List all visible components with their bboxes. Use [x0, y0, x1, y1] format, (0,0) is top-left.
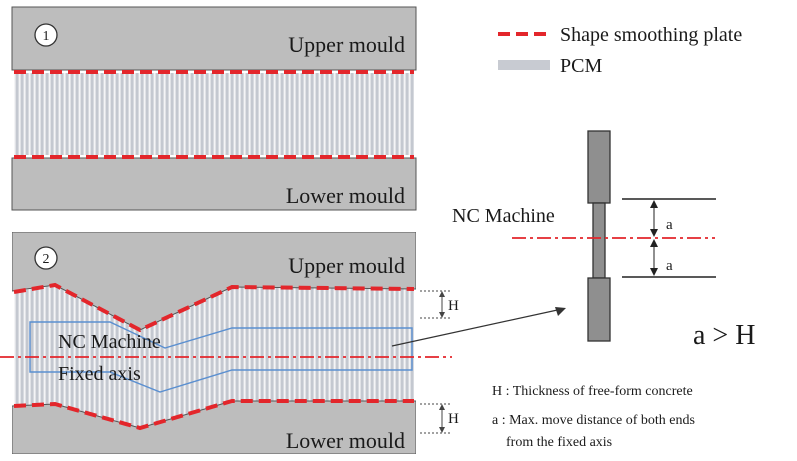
a-label-bottom: a [666, 258, 673, 274]
h-label-bottom: H [448, 411, 459, 427]
upper-mould-label-1: Upper mould [288, 32, 405, 57]
upper-mould-1 [11, 6, 417, 71]
smoothing-plate-upper-2 [13, 282, 415, 333]
step-badge-2 [34, 246, 58, 270]
note-line-3: from the fixed axis [506, 435, 612, 450]
step-number-1: 1 [43, 29, 50, 44]
pointer-arrow [391, 308, 563, 347]
machine-lower-block [587, 277, 611, 342]
notes: H : Thickness of free-form concrete a : … [492, 384, 695, 450]
legend-plate-label: Shape smoothing plate [560, 24, 742, 46]
fixed-axis-label: Fixed axis [58, 363, 141, 385]
nc-machine-frame [29, 321, 413, 393]
lower-mould-label-1: Lower mould [286, 183, 405, 208]
a-dimension-top [650, 200, 658, 237]
h-label-top: H [448, 298, 459, 314]
a-label-top: a [666, 217, 673, 233]
panel-2: 2 Upper mould Lower mould NC Machine Fix… [0, 232, 566, 454]
step-badge-1 [34, 23, 58, 47]
machine-shaft [592, 202, 606, 279]
legend-pcm-label: PCM [560, 55, 602, 77]
nc-machine-detail: a a NC Machine a > H [452, 130, 755, 351]
upper-mould-label-2: Upper mould [288, 253, 405, 278]
panel-1: 1 Upper mould Lower mould [11, 6, 417, 211]
relation-label: a > H [693, 320, 755, 351]
nc-machine-label: NC Machine [452, 205, 555, 227]
note-line-2: a : Max. move distance of both ends [492, 413, 695, 428]
nc-machine-label-2: NC Machine [58, 331, 161, 353]
step-number-2: 2 [43, 252, 50, 267]
note-line-1: H : Thickness of free-form concrete [492, 384, 693, 399]
lower-mould-1 [11, 157, 417, 211]
smoothing-plate-lower-2 [13, 399, 414, 431]
lower-mould-label-2: Lower mould [286, 428, 405, 453]
pointer-arrowhead [555, 307, 566, 316]
machine-upper-block [587, 130, 611, 204]
a-dimension-bottom [650, 239, 658, 276]
h-dimension-top [420, 290, 452, 319]
pcm-pins-1 [14, 73, 414, 155]
legend-pcm-swatch [498, 60, 550, 70]
h-dimension-bottom [420, 403, 452, 434]
legend: Shape smoothing plate PCM [498, 24, 742, 77]
